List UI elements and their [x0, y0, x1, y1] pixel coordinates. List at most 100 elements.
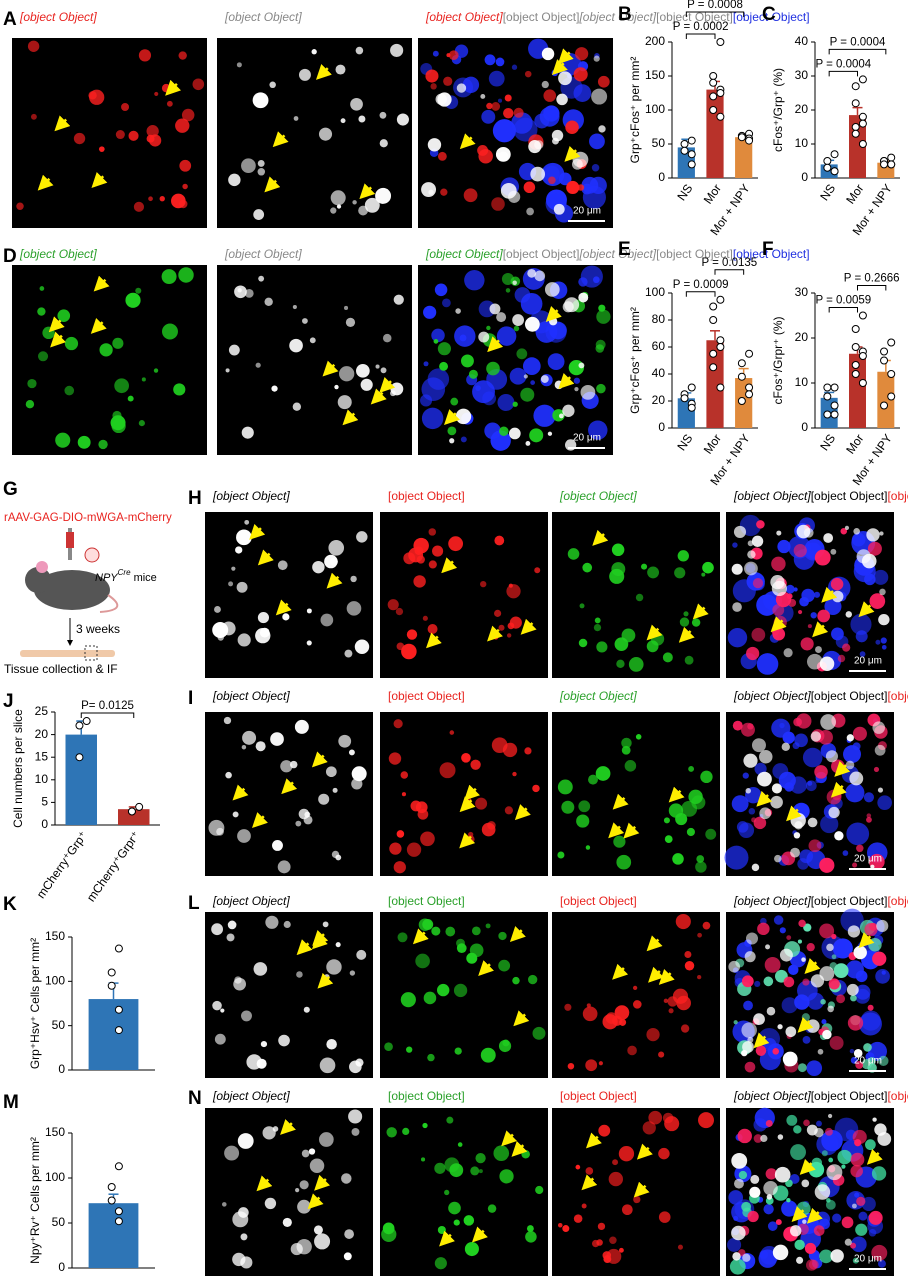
panel-label: [object Object]	[559, 489, 637, 503]
panel-label: [object Object][object Object][object Ob…	[733, 894, 908, 908]
cell-signal	[783, 976, 795, 988]
duration-label: 3 weeks	[76, 622, 120, 636]
cell-signal	[598, 304, 606, 312]
label-part: [object Object]	[887, 489, 908, 503]
bar	[65, 734, 97, 825]
cell-signal	[257, 611, 269, 624]
cell-signal	[777, 1024, 783, 1030]
cell-signal	[594, 617, 601, 624]
cell-signal	[403, 552, 416, 565]
cell-signal	[728, 960, 740, 973]
label-part: [object Object]	[212, 894, 290, 908]
panel-label: [object Object][object Object][object Ob…	[733, 1089, 908, 1103]
micrograph	[552, 1108, 720, 1276]
cell-signal	[658, 1211, 671, 1223]
arrow	[90, 318, 107, 334]
cell-signal	[823, 533, 834, 543]
cell-signal	[781, 997, 798, 1014]
cell-signal	[825, 1127, 833, 1136]
data-point	[737, 397, 746, 405]
arrow	[232, 784, 249, 801]
cell-signal	[582, 562, 593, 573]
cell-signal	[511, 64, 518, 70]
cell-signal	[562, 404, 575, 417]
cell-signal	[318, 793, 330, 805]
cell-signal	[747, 723, 754, 730]
label-part: [object Object]	[733, 489, 811, 503]
cell-signal	[686, 827, 695, 837]
cell-signal	[236, 529, 252, 546]
cell-signal	[233, 977, 246, 991]
cell-signal	[265, 915, 279, 929]
y-tick-label: 10	[795, 375, 809, 389]
arrow	[692, 603, 709, 620]
p-value: P = 0.0135	[701, 257, 757, 269]
cell-signal	[727, 1237, 742, 1252]
y-tick-label: 20	[795, 102, 809, 116]
panel-letter: C	[762, 4, 776, 25]
data-point	[687, 150, 696, 159]
cell-signal	[775, 1219, 782, 1226]
arrow	[281, 778, 298, 795]
cell-signal	[73, 132, 86, 145]
data-point	[823, 163, 832, 172]
cell-signal	[632, 985, 638, 991]
panel-letter: G	[3, 479, 18, 500]
cell-signal	[455, 308, 461, 314]
cell-signal	[881, 970, 886, 975]
cell-signal	[658, 1051, 665, 1058]
cell-signal	[340, 118, 346, 124]
x-tick-label: NS	[817, 432, 838, 454]
cell-signal	[748, 807, 756, 815]
arrow	[478, 960, 495, 976]
cell-signal	[508, 583, 513, 588]
cell-signal	[836, 994, 846, 1004]
cell-signal	[406, 842, 422, 857]
arrow	[636, 1143, 653, 1160]
cell-signal	[702, 561, 714, 574]
cell-signal	[406, 629, 418, 640]
cell-signal	[585, 1059, 598, 1072]
data-point	[858, 112, 867, 121]
cell-signal	[421, 182, 437, 198]
cell-signal	[334, 384, 339, 390]
cell-signal	[423, 361, 429, 367]
cell-signal	[434, 1162, 446, 1174]
cell-signal	[606, 1248, 622, 1264]
cell-signal	[675, 913, 691, 930]
cell-signal	[449, 1163, 464, 1178]
cell-signal	[507, 622, 515, 630]
arrow	[426, 632, 442, 649]
cell-signal	[816, 1120, 822, 1127]
y-tick-label: 15	[35, 749, 49, 763]
cell-signal	[806, 943, 815, 952]
cell-signal	[855, 984, 871, 1000]
cell-signal	[866, 813, 872, 818]
arrow	[648, 966, 664, 983]
panel-label: [object Object]	[224, 247, 302, 261]
cell-signal	[271, 385, 278, 392]
cell-signal	[88, 91, 97, 100]
data-point	[737, 359, 746, 368]
cell-signal	[663, 817, 670, 824]
cell-signal	[832, 1213, 842, 1223]
cell-signal	[858, 1012, 882, 1036]
cell-signal	[790, 847, 800, 858]
cell-signal	[141, 377, 146, 382]
cell-signal	[553, 203, 565, 215]
cell-signal	[621, 745, 631, 755]
arrow	[520, 618, 537, 635]
cell-signal	[375, 364, 380, 369]
data-point	[887, 370, 896, 378]
cell-signal	[797, 858, 809, 870]
panel-label: [object Object][object Object][object Ob…	[733, 489, 908, 503]
arrow	[93, 275, 110, 292]
cell-signal	[236, 581, 248, 593]
cell-signal	[765, 1120, 773, 1127]
data-point	[858, 119, 867, 128]
cell-signal	[810, 974, 825, 988]
cell-signal	[181, 108, 195, 122]
cell-signal	[356, 363, 370, 378]
y-axis-label: Npy⁺Rv⁺ Cells per mm²	[28, 1137, 42, 1264]
